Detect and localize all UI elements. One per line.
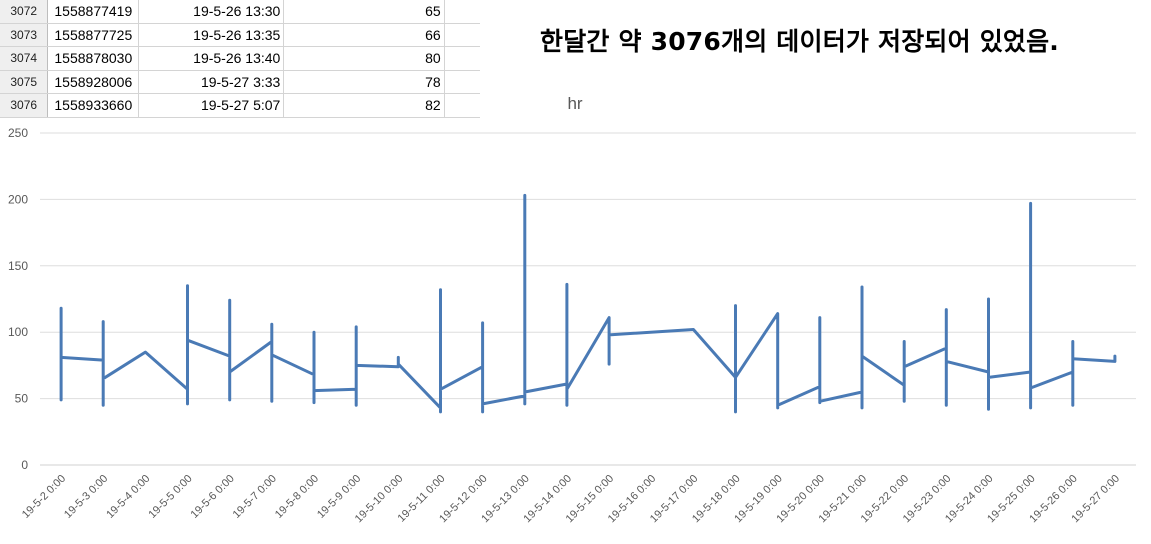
hr-value-cell[interactable]: 78 — [283, 70, 445, 94]
row-number-cell: 3072 — [0, 0, 49, 24]
datetime-cell[interactable]: 19-5-26 13:40 — [138, 46, 285, 71]
timestamp-cell[interactable]: 1558933660 — [47, 93, 140, 118]
row-number-cell: 3075 — [0, 70, 49, 94]
timestamp-cell[interactable]: 1558877419 — [47, 0, 140, 24]
row-number-cell: 3076 — [0, 93, 49, 118]
timestamp-cell[interactable]: 1558928006 — [47, 70, 140, 94]
y-tick-label: 100 — [8, 325, 28, 339]
empty-cell[interactable] — [444, 93, 480, 118]
chart-title: hr — [567, 94, 582, 113]
sheet-row: 3076 1558933660 19-5-27 5:07 82 — [0, 93, 480, 118]
empty-cell[interactable] — [444, 46, 480, 71]
empty-cell[interactable] — [444, 23, 480, 47]
sheet-row: 3075 1558928006 19-5-27 3:33 78 — [0, 70, 480, 94]
y-tick-label: 0 — [21, 458, 28, 472]
y-tick-label: 250 — [8, 126, 28, 140]
datetime-cell[interactable]: 19-5-27 3:33 — [138, 70, 285, 94]
x-tick-label: 19-5-8 0:00 — [273, 473, 321, 521]
x-tick-label: 19-5-2 0:00 — [20, 473, 68, 521]
x-tick-label: 19-5-4 0:00 — [104, 473, 152, 521]
y-tick-label: 150 — [8, 259, 28, 273]
sheet-row: 3072 1558877419 19-5-26 13:30 65 — [0, 0, 480, 24]
sheet-row: 3074 1558878030 19-5-26 13:40 80 — [0, 46, 480, 71]
y-tick-label: 50 — [15, 392, 29, 406]
x-tick-label: 19-5-5 0:00 — [146, 473, 194, 521]
headline-text: 한달간 약 3076개의 데이터가 저장되어 있었음. — [540, 27, 1059, 56]
row-number-cell: 3073 — [0, 23, 49, 47]
hr-value-cell[interactable]: 82 — [283, 93, 445, 118]
spreadsheet-excerpt: 3072 1558877419 19-5-26 13:30 65 3073 1558877… — [0, 0, 480, 118]
hr-value-cell[interactable]: 65 — [283, 0, 445, 24]
x-tick-label: 19-5-7 0:00 — [231, 473, 279, 521]
datetime-cell[interactable]: 19-5-27 5:07 — [138, 93, 285, 118]
datetime-cell[interactable]: 19-5-26 13:35 — [138, 23, 285, 47]
timestamp-cell[interactable]: 1558877725 — [47, 23, 140, 47]
hr-series-line — [59, 193, 1117, 414]
x-tick-label: 19-5-3 0:00 — [62, 473, 110, 521]
sheet-row: 3073 1558877725 19-5-26 13:35 66 — [0, 23, 480, 47]
row-number-cell: 3074 — [0, 46, 49, 71]
timestamp-cell[interactable]: 1558878030 — [47, 46, 140, 71]
empty-cell[interactable] — [444, 70, 480, 94]
empty-cell[interactable] — [444, 0, 480, 24]
hr-value-cell[interactable]: 66 — [283, 23, 445, 47]
x-tick-label: 19-5-6 0:00 — [189, 473, 237, 521]
y-tick-label: 200 — [8, 192, 28, 206]
datetime-cell[interactable]: 19-5-26 13:30 — [138, 0, 285, 24]
hr-value-cell[interactable]: 80 — [283, 46, 445, 71]
